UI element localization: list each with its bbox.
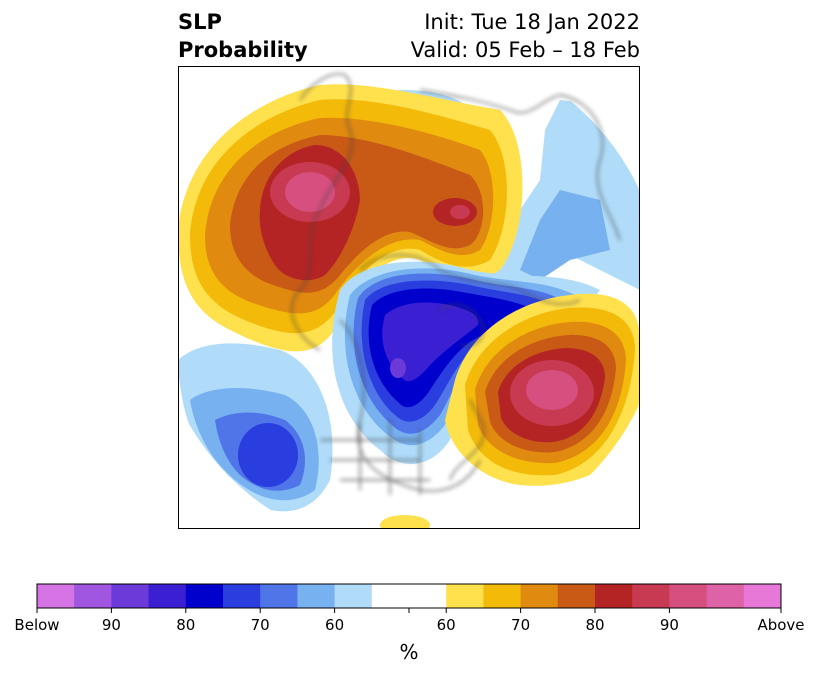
colorbar-tick-label: Above (757, 616, 804, 634)
anomaly-atlantic-below (178, 343, 333, 512)
colorbar-segment (185, 584, 224, 608)
colorbar-segment (409, 584, 447, 608)
colorbar-tick-label: 80 (176, 616, 195, 634)
coastlines (291, 73, 621, 495)
title-line-2: Probability (178, 38, 308, 62)
anomaly-pacific-above (445, 293, 640, 486)
colorbar-segment (520, 584, 559, 608)
colorbar-tick-label: 70 (251, 616, 270, 634)
forecast-dates: Init: Tue 18 Jan 2022 Valid: 05 Feb – 18… (411, 8, 640, 64)
probability-field (178, 66, 640, 529)
colorbar-segment (483, 584, 522, 608)
colorbar-tick-label: Below (14, 616, 59, 634)
colorbar-segment (595, 584, 633, 608)
title-line-1: SLP (178, 10, 222, 34)
colorbar-segment (557, 584, 596, 608)
colorbar-segment (111, 584, 150, 608)
colorbar-label: % (399, 640, 418, 664)
colorbar-segment (260, 584, 298, 608)
colorbar-segment (334, 584, 373, 608)
colorbar-segment (446, 584, 484, 608)
colorbar-segment (632, 584, 670, 608)
valid-period: Valid: 05 Feb – 18 Feb (410, 38, 640, 62)
colorbar-segment (706, 584, 745, 608)
colorbar-segment (669, 584, 708, 608)
anomaly-eurasia-above (178, 84, 523, 352)
colorbar-segment (148, 584, 187, 608)
colorbar-tick-label: 80 (585, 616, 604, 634)
map-frame (178, 66, 640, 529)
colorbar-segment (371, 584, 410, 608)
init-date: Init: Tue 18 Jan 2022 (424, 10, 640, 34)
colorbar-segment (297, 584, 336, 608)
colorbar-segment (223, 584, 261, 608)
colorbar-tick-label: 90 (102, 616, 121, 634)
colorbar-segment (37, 584, 75, 608)
colorbar-segment (74, 584, 112, 608)
colorbar-tick-label: 90 (660, 616, 679, 634)
colorbar-tick-label: 70 (511, 616, 530, 634)
probability-map (178, 66, 640, 529)
chart-title: SLP Probability (178, 8, 308, 64)
colorbar-tick-label: 60 (437, 616, 456, 634)
colorbar-segment (743, 584, 782, 608)
colorbar-tick-label: 60 (325, 616, 344, 634)
